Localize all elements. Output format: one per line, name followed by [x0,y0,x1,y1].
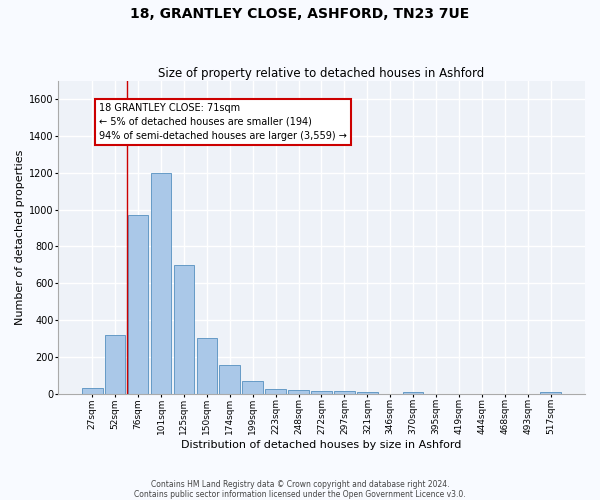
Bar [357,392,377,394]
Title: Size of property relative to detached houses in Ashford: Size of property relative to detached ho… [158,66,485,80]
Bar [128,215,148,394]
Bar [311,391,332,394]
Bar [197,338,217,394]
Bar [173,265,194,394]
Bar [242,381,263,394]
Bar [220,366,240,394]
Bar [105,335,125,394]
Bar [403,392,424,394]
Bar [334,391,355,394]
Bar [82,388,103,394]
Bar [265,388,286,394]
Text: 18 GRANTLEY CLOSE: 71sqm
← 5% of detached houses are smaller (194)
94% of semi-d: 18 GRANTLEY CLOSE: 71sqm ← 5% of detache… [99,103,347,141]
X-axis label: Distribution of detached houses by size in Ashford: Distribution of detached houses by size … [181,440,461,450]
Bar [151,173,172,394]
Bar [541,392,561,394]
Text: 18, GRANTLEY CLOSE, ASHFORD, TN23 7UE: 18, GRANTLEY CLOSE, ASHFORD, TN23 7UE [130,8,470,22]
Y-axis label: Number of detached properties: Number of detached properties [15,150,25,325]
Text: Contains HM Land Registry data © Crown copyright and database right 2024.
Contai: Contains HM Land Registry data © Crown c… [134,480,466,499]
Bar [288,390,309,394]
